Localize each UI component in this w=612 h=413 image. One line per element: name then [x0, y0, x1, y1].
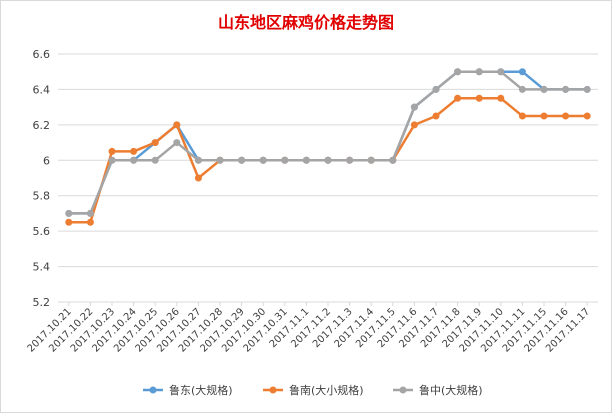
y-tick-label: 5.6: [33, 225, 51, 238]
data-point: [410, 103, 418, 111]
legend-item-1: 鲁南(大小规格): [263, 383, 364, 397]
data-point: [130, 156, 138, 164]
data-point: [518, 68, 526, 76]
data-point: [324, 156, 332, 164]
data-point: [173, 121, 181, 129]
series-lines: [65, 68, 591, 226]
y-axis-ticks: 5.2 5.4 5.6 5.8 6 6.2 6.4 6.6: [33, 48, 51, 309]
y-tick-label: 6.6: [33, 48, 51, 61]
legend-swatch-marker: [399, 386, 407, 394]
legend-label: 鲁中(大规格): [419, 383, 483, 397]
data-point: [562, 85, 570, 93]
legend: 鲁东(大规格) 鲁南(大小规格) 鲁中(大规格): [143, 383, 483, 397]
data-point: [432, 112, 440, 120]
series-0: [65, 68, 591, 217]
data-point: [65, 218, 73, 226]
gridlines: [58, 53, 598, 303]
legend-label: 鲁东(大规格): [169, 383, 233, 397]
data-point: [410, 121, 418, 129]
series-line: [68, 70, 588, 215]
data-point: [475, 94, 483, 102]
series-line: [68, 70, 588, 215]
data-point: [583, 85, 591, 93]
data-point: [389, 156, 397, 164]
data-point: [475, 68, 483, 76]
data-point: [497, 94, 505, 102]
data-point: [151, 156, 159, 164]
data-point: [302, 156, 310, 164]
series-2: [65, 68, 591, 217]
data-point: [281, 156, 289, 164]
y-tick-label: 6: [43, 154, 50, 167]
y-tick-label: 5.2: [33, 296, 51, 309]
data-point: [346, 156, 354, 164]
data-point: [238, 156, 246, 164]
data-point: [216, 156, 224, 164]
data-point: [108, 147, 116, 155]
data-point: [86, 209, 94, 217]
y-tick-label: 5.8: [33, 190, 51, 203]
legend-label: 鲁南(大小规格): [289, 383, 364, 397]
data-point: [454, 94, 462, 102]
x-axis-ticks: 2017.10.212017.10.222017.10.232017.10.24…: [26, 302, 592, 355]
y-tick-label: 6.4: [33, 83, 51, 96]
data-point: [259, 156, 267, 164]
data-point: [583, 112, 591, 120]
data-point: [173, 139, 181, 147]
legend-item-0: 鲁东(大规格): [143, 383, 233, 397]
data-point: [540, 85, 548, 93]
chart-title: 山东地区麻鸡价格走势图: [218, 13, 394, 32]
data-point: [432, 85, 440, 93]
data-point: [562, 112, 570, 120]
data-point: [130, 147, 138, 155]
data-point: [367, 156, 375, 164]
data-point: [86, 218, 94, 226]
legend-swatch-marker: [269, 386, 277, 394]
data-point: [151, 139, 159, 147]
data-point: [454, 68, 462, 76]
y-tick-label: 6.2: [33, 119, 51, 132]
data-point: [194, 174, 202, 182]
data-point: [518, 112, 526, 120]
legend-swatch-marker: [149, 386, 157, 394]
y-tick-label: 5.4: [33, 261, 51, 274]
data-point: [65, 209, 73, 217]
data-point: [108, 156, 116, 164]
data-point: [497, 68, 505, 76]
legend-item-2: 鲁中(大规格): [393, 383, 483, 397]
data-point: [540, 112, 548, 120]
data-point: [518, 85, 526, 93]
data-point: [194, 156, 202, 164]
